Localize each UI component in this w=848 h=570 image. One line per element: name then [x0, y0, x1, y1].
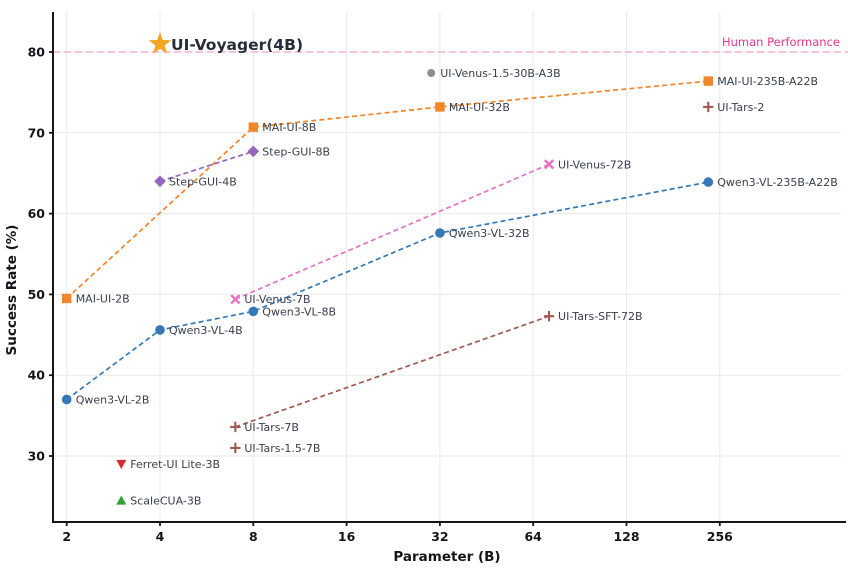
marker-step-gui-8b — [247, 145, 260, 158]
point-label-ui-tars-1-5-7b: UI-Tars-1.5-7B — [244, 442, 320, 455]
point-label-qwen3-vl-4b: Qwen3-VL-4B — [169, 324, 243, 337]
human-performance-label: Human Performance — [722, 35, 840, 49]
marker-ui-venus-1-5-30b-a3b — [427, 69, 436, 78]
point-label-mai-ui-8b: MAI-UI-8B — [262, 121, 316, 134]
x-tick-label-64: 64 — [524, 529, 542, 544]
series-line-ui-tars — [235, 315, 550, 428]
x-tick-label-32: 32 — [431, 529, 448, 544]
marker-qwen3-vl-2b — [61, 394, 72, 405]
marker-ui-tars-2 — [703, 101, 714, 113]
marker-qwen3-vl-8b — [248, 306, 259, 317]
point-label-mai-ui-235b-a22b: MAI-UI-235B-A22B — [717, 75, 818, 88]
marker-mai-ui-32b — [435, 102, 445, 112]
y-axis-title: Success Rate (%) — [4, 225, 20, 356]
point-label-ui-tars-7b: UI-Tars-7B — [244, 421, 299, 434]
y-tick-label-80: 80 — [28, 45, 46, 60]
y-tick-label-30: 30 — [28, 449, 46, 464]
y-tick-label-40: 40 — [28, 368, 46, 383]
x-tick-label-8: 8 — [249, 529, 258, 544]
marker-qwen3-vl-235b-a22b — [703, 177, 714, 187]
point-label-ui-venus-1-5-30b-a3b: UI-Venus-1.5-30B-A3B — [440, 67, 561, 80]
x-axis-title: Parameter (B) — [393, 549, 500, 565]
x-tick-label-128: 128 — [613, 529, 639, 544]
marker-ferret-ui-lite-3b — [116, 459, 127, 470]
point-label-ui-tars-2: UI-Tars-2 — [717, 101, 764, 114]
point-label-qwen3-vl-32b: Qwen3-VL-32B — [449, 227, 530, 240]
point-label-scalecua-3b: ScaleCUA-3B — [130, 494, 201, 507]
point-label-ui-tars-sft-72b: UI-Tars-SFT-72B — [558, 310, 642, 323]
y-tick-label-70: 70 — [28, 125, 46, 140]
x-tick-label-4: 4 — [156, 529, 165, 544]
marker-ui-tars-1-5-7b — [230, 442, 241, 454]
marker-ui-venus-7b — [230, 294, 241, 305]
point-label-step-gui-8b: Step-GUI-8B — [262, 145, 330, 158]
marker-qwen3-vl-32b — [435, 228, 445, 238]
point-label-mai-ui-2b: MAI-UI-2B — [76, 292, 130, 305]
marker-ui-tars-7b — [230, 421, 241, 433]
marker-ui-tars-sft-72b — [543, 311, 555, 322]
point-label-qwen3-vl-235b-a22b: Qwen3-VL-235B-A22B — [717, 176, 837, 189]
y-tick-label-50: 50 — [28, 287, 46, 302]
point-label-qwen3-vl-2b: Qwen3-VL-2B — [76, 393, 150, 406]
x-tick-label-16: 16 — [338, 529, 356, 544]
marker-step-gui-4b — [154, 175, 166, 188]
series-line-qwen3-vl — [66, 181, 709, 401]
point-label-ui-voyager-4b: UI-Voyager(4B) — [171, 36, 303, 54]
marker-mai-ui-8b — [248, 122, 258, 132]
marker-mai-ui-235b-a22b — [703, 76, 713, 86]
point-label-ui-venus-7b: UI-Venus-7B — [244, 293, 310, 306]
point-label-mai-ui-32b: MAI-UI-32B — [449, 101, 510, 114]
marker-ui-venus-72b — [544, 159, 555, 170]
marker-mai-ui-2b — [62, 293, 72, 304]
x-tick-label-256: 256 — [707, 529, 733, 544]
point-label-qwen3-vl-8b: Qwen3-VL-8B — [262, 305, 336, 318]
series-line-mai-ui — [66, 80, 709, 300]
x-tick-label-2: 2 — [62, 529, 71, 544]
point-label-ferret-ui-lite-3b: Ferret-UI Lite-3B — [130, 458, 220, 471]
marker-scalecua-3b — [116, 495, 127, 505]
point-label-ui-venus-72b: UI-Venus-72B — [558, 158, 631, 171]
marker-ui-voyager-4b — [148, 31, 172, 54]
y-tick-label-60: 60 — [28, 206, 46, 221]
point-label-step-gui-4b: Step-GUI-4B — [169, 175, 237, 188]
marker-qwen3-vl-4b — [155, 325, 165, 335]
